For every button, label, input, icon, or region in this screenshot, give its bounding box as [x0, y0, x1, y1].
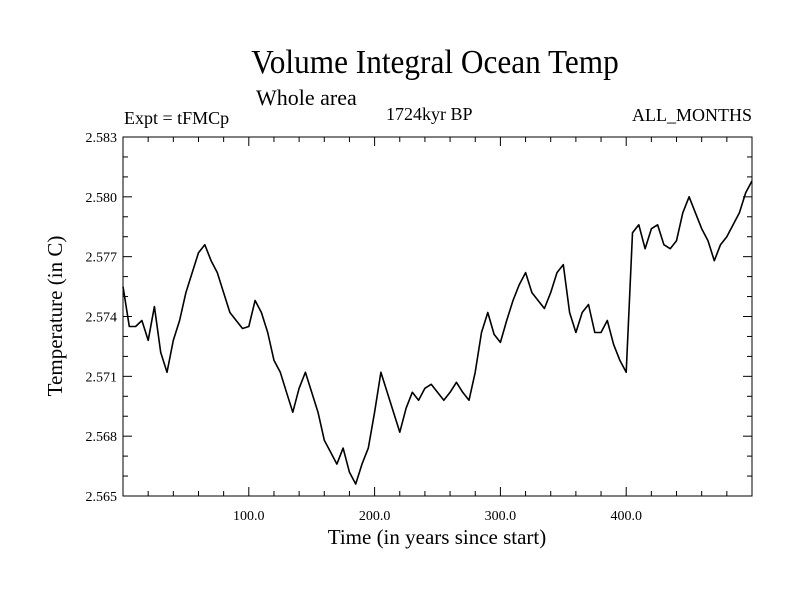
y-tick-label: 2.577	[86, 251, 118, 266]
period-label: 1724kyr BP	[386, 104, 473, 124]
months-label: ALL_MONTHS	[632, 105, 752, 125]
chart-title: Volume Integral Ocean Temp	[251, 44, 619, 81]
y-tick-label: 2.571	[86, 370, 118, 385]
y-tick-label: 2.583	[86, 131, 118, 146]
experiment-label: Expt = tFMCp	[124, 108, 230, 128]
x-tick-label: 300.0	[485, 509, 517, 524]
chart-subtitle: Whole area	[256, 85, 357, 110]
y-tick-label: 2.568	[86, 430, 118, 445]
y-tick-label: 2.574	[86, 311, 118, 326]
series-line	[122, 180, 753, 485]
x-tick-label: 200.0	[359, 509, 391, 524]
x-axis-title: Time (in years since start)	[328, 525, 547, 549]
y-tick-label: 2.580	[86, 191, 118, 206]
y-axis-title: Temperature (in C)	[43, 236, 67, 397]
plot-frame	[122, 136, 753, 497]
y-tick-label: 2.565	[86, 490, 118, 505]
x-tick-label: 400.0	[610, 509, 642, 524]
x-tick-label: 100.0	[233, 509, 265, 524]
tick-labels: 2.565 2.568 2.571 2.574 2.577 2.580 2.583 100.0…	[86, 131, 642, 524]
ticks	[123, 136, 752, 497]
